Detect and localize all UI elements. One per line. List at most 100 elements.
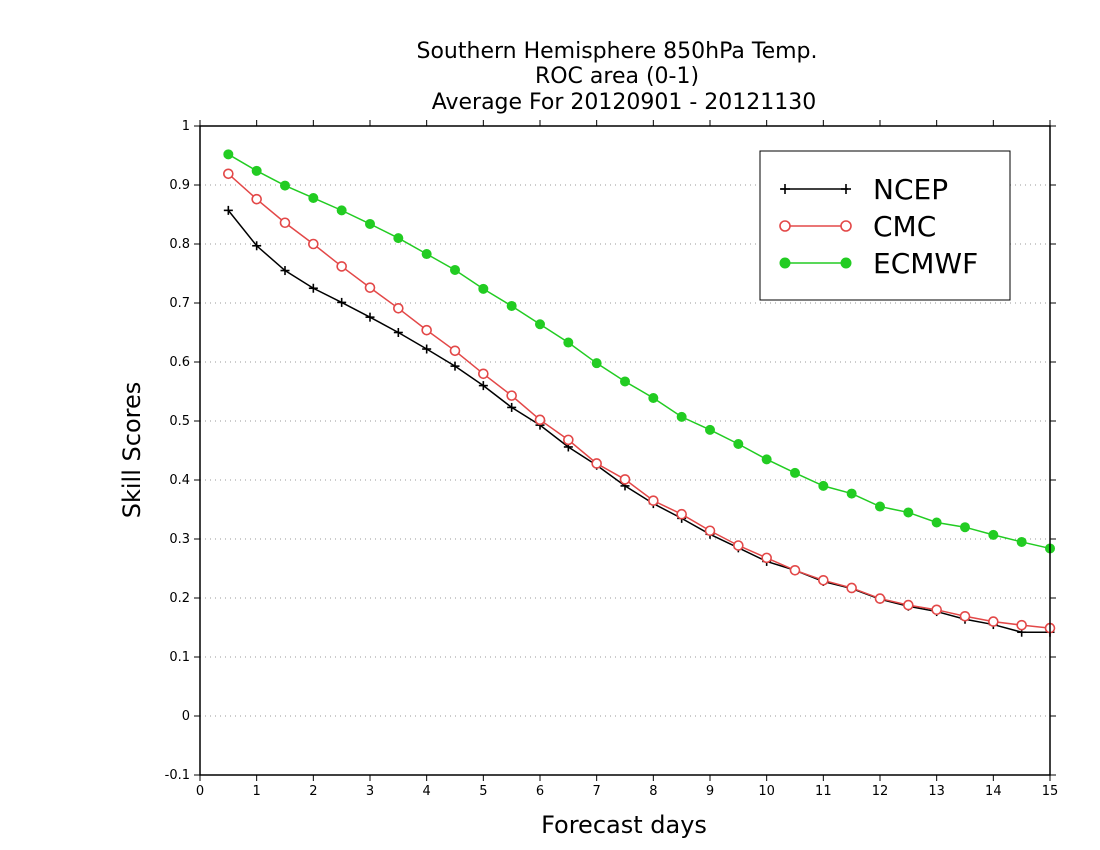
series-point [959, 610, 971, 622]
legend-label: CMC [873, 210, 936, 243]
y-axis-label: Skill Scores [118, 382, 146, 519]
legend-box [759, 150, 1011, 301]
x-tick-label: 5 [479, 784, 487, 799]
plot-frame [199, 125, 1051, 776]
x-tick-label: 3 [366, 784, 374, 799]
series-point [705, 424, 715, 435]
series-point [393, 303, 404, 314]
y-tick-label: 0.1 [169, 650, 190, 665]
series-point [421, 249, 432, 260]
y-tick-label: 0.8 [169, 237, 190, 252]
y-axis-ticks: -0.1 0 0.1 0.2 0.3 0.4 0.5 0.6 0.7 0.8 0.9 1 [165, 119, 1056, 783]
series-point [591, 458, 602, 469]
legend: NCEP CMC ECMWF [759, 150, 1011, 301]
series-point [449, 345, 461, 357]
series-point [875, 501, 885, 512]
y-tick-label: 0 [182, 709, 190, 724]
x-tick-label: 15 [1042, 784, 1059, 799]
series-point [223, 149, 234, 160]
series-point [364, 282, 376, 293]
series-point [779, 257, 791, 269]
x-axis-label: Forecast days [541, 811, 707, 839]
title-line-2: ROC area (0-1) [535, 64, 699, 89]
series-point [280, 180, 290, 191]
series-point [563, 434, 574, 446]
series-line [227, 153, 1051, 550]
legend-items: NCEP CMC ECMWF [779, 173, 978, 280]
x-tick-label: 12 [872, 784, 889, 799]
y-tick-label: -0.1 [165, 768, 190, 783]
y-tick-label: 0.2 [169, 591, 190, 606]
series-point [591, 358, 602, 369]
series-point [988, 616, 999, 627]
y-tick-label: 1 [182, 119, 190, 134]
series-point [648, 392, 659, 403]
series-point [422, 344, 432, 354]
legend-entry-ncep: NCEP [780, 173, 948, 206]
series-point [960, 522, 970, 533]
series-point [308, 283, 318, 293]
series-point [648, 495, 659, 506]
series-point [818, 480, 829, 491]
series-point [704, 525, 716, 537]
chart-title: Southern Hemisphere 850hPa Temp. ROC are… [417, 39, 818, 115]
series-point [336, 205, 347, 216]
series-point [450, 264, 460, 275]
series-point [507, 402, 517, 412]
y-tick-label: 0.5 [169, 414, 190, 429]
x-tick-label: 11 [815, 784, 832, 799]
series-point [506, 300, 517, 311]
series-point [478, 283, 489, 294]
x-tick-label: 10 [758, 784, 775, 799]
x-tick-label: 4 [423, 784, 431, 799]
series-point [506, 390, 517, 401]
y-tick-label: 0.6 [169, 355, 190, 370]
y-tick-label: 0.9 [169, 178, 190, 193]
series-ecmwf [223, 149, 1055, 554]
x-axis-ticks: 0 1 2 3 4 5 6 7 8 9 10 11 12 13 14 15 [196, 120, 1058, 799]
series-point [478, 368, 489, 380]
series-point [840, 257, 852, 269]
series-point [761, 552, 772, 564]
series-layer [223, 149, 1056, 637]
series-point [619, 474, 631, 485]
series-point [279, 217, 291, 229]
series-point [251, 193, 262, 205]
series-point [337, 297, 347, 307]
series-point [903, 507, 914, 518]
series-point [365, 218, 375, 229]
series-point [779, 220, 791, 232]
x-tick-label: 14 [985, 784, 1002, 799]
series-point [1016, 536, 1027, 547]
series-point [733, 439, 744, 450]
series-point [251, 165, 262, 176]
series-point [874, 593, 886, 604]
y-tick-label: 0.3 [169, 532, 190, 547]
y-tick-label: 0.7 [169, 296, 190, 311]
series-point [790, 467, 800, 478]
series-point [931, 517, 942, 528]
x-tick-label: 2 [309, 784, 317, 799]
x-tick-label: 13 [928, 784, 945, 799]
title-line-3: Average For 20120901 - 20121130 [432, 90, 817, 115]
series-point [535, 319, 545, 330]
x-tick-label: 0 [196, 784, 204, 799]
series-point [841, 184, 851, 194]
series-cmc [223, 168, 1056, 634]
series-point [252, 241, 262, 251]
x-tick-label: 8 [649, 784, 657, 799]
series-point [365, 312, 375, 322]
y-tick-label: 0.4 [169, 473, 190, 488]
series-point [393, 328, 403, 337]
series-point [308, 238, 319, 250]
series-point [223, 168, 234, 180]
series-point [988, 529, 999, 540]
series-point [534, 414, 546, 426]
series-point [846, 488, 857, 499]
series-point [563, 337, 574, 348]
series-point [1016, 619, 1027, 631]
series-point [478, 381, 488, 391]
series-point [450, 361, 460, 371]
series-point [780, 184, 790, 194]
